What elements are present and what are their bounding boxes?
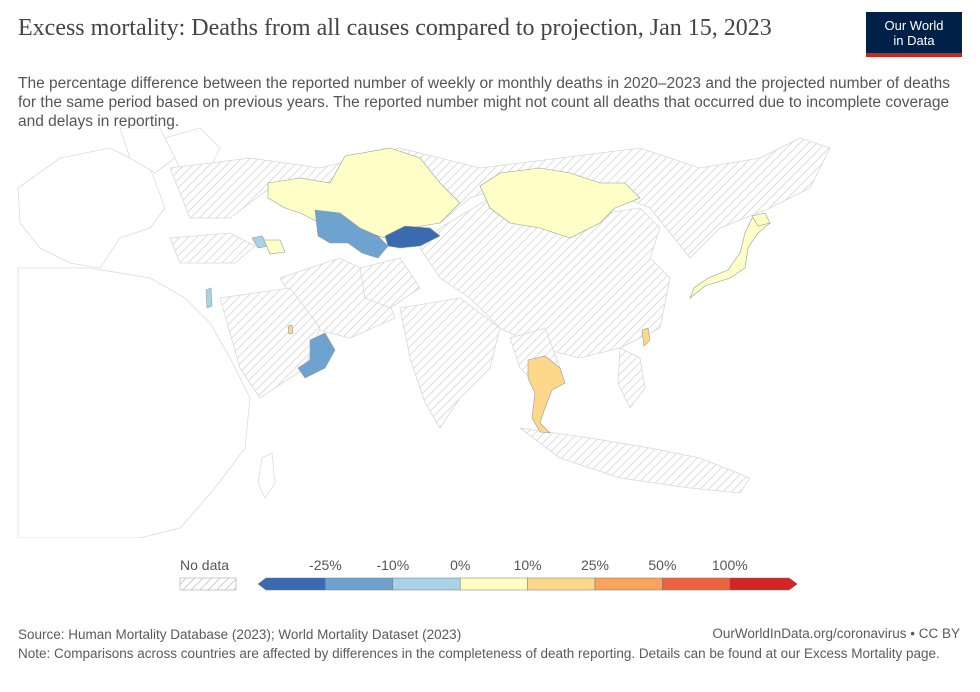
region-mongolia [479,167,641,239]
legend-tick-1: -10% [376,557,409,573]
no-data-label: No data [180,557,229,573]
region-taiwan [641,327,651,347]
legend-bins [257,577,798,591]
legend-tick-5: 50% [648,557,676,573]
legend-bin-7 [729,577,798,591]
legend-tick-0: -25% [309,557,342,573]
region-oman [297,332,336,379]
region-uzbekistan [314,209,389,259]
legend-bin-5 [594,577,663,591]
legend-ticks: -25% -10% 0% 10% 25% 50% 100% [309,557,748,573]
chart-subtitle: The percentage difference between the re… [18,75,951,130]
region-armenia-azerbaijan [263,239,286,255]
source-text: Source: Human Mortality Database (2023);… [18,627,462,642]
region-qatar [287,324,294,335]
region-indonesia [519,427,751,494]
world-map[interactable] [0,128,980,538]
no-data-swatch [179,577,237,591]
legend-tick-2: 0% [450,557,470,573]
legend-bin-6 [662,577,731,591]
logo-red-bar [866,53,962,57]
logo-line-2: in Data [893,33,935,48]
legend-bin-0 [257,577,326,591]
region-japan-hokkaido [751,212,771,227]
region-madagascar [257,452,276,499]
region-philippines [617,347,646,409]
region-scandinavia [119,128,176,174]
region-africa [17,267,251,538]
owid-logo[interactable]: Our World in Data [866,12,962,57]
region-india [399,297,501,429]
legend-bin-2 [392,577,461,591]
region-turkey [169,232,256,264]
chart-title: Excess mortality: Deaths from all causes… [18,15,772,41]
legend-tick-3: 10% [514,557,542,573]
credit-link[interactable]: OurWorldInData.org/coronavirus • CC BY [712,626,960,641]
legend-bin-3 [459,577,528,591]
region-afghanistan [359,257,421,309]
region-thailand [527,355,566,434]
legend-tick-6: 100% [712,557,748,573]
legend-bin-1 [325,577,394,591]
legend-tick-4: 25% [581,557,609,573]
legend-bin-4 [527,577,596,591]
logo-line-1: Our World [884,18,944,33]
region-kyrgyzstan [384,225,441,249]
region-israel [205,287,213,309]
note-text: Note: Comparisons across countries are a… [18,646,940,661]
region-japan [689,217,771,299]
region-europe [17,147,166,269]
